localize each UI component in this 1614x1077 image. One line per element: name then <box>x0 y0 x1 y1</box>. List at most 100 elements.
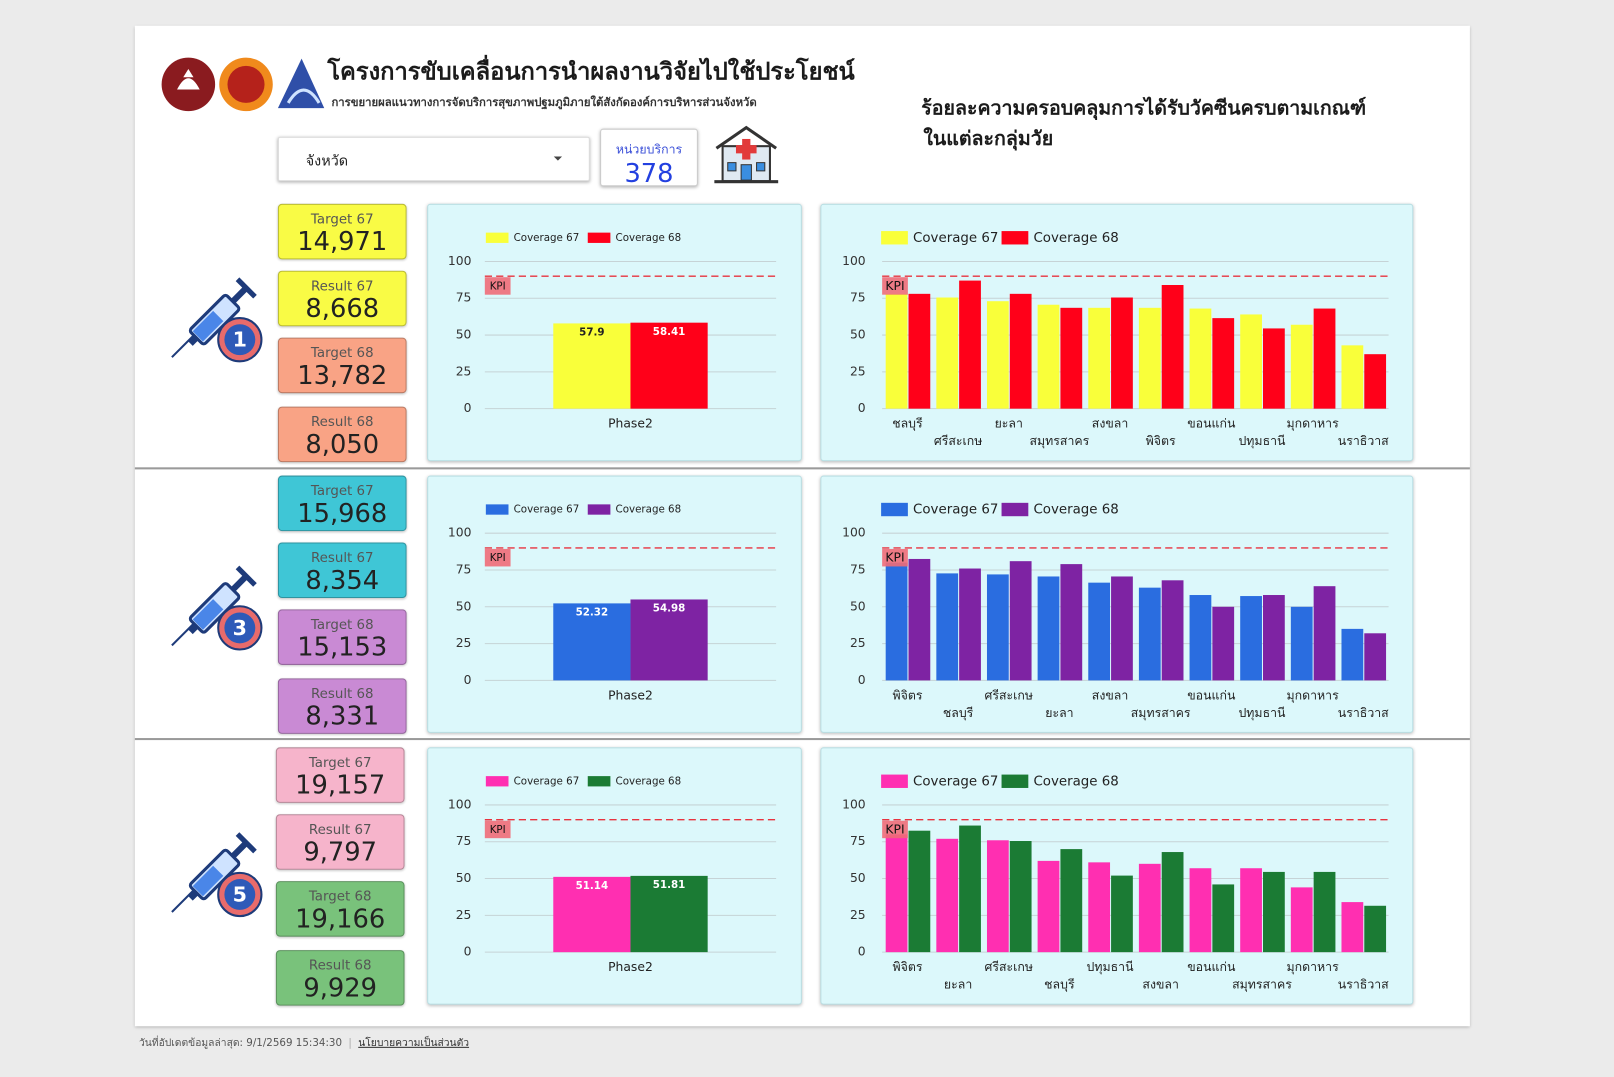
bar <box>1009 841 1032 953</box>
privacy-link[interactable]: นโยบายความเป็นส่วนตัว <box>358 1037 470 1049</box>
legend-swatch <box>587 504 611 515</box>
card-label: Target 68 <box>310 345 374 362</box>
bar <box>1037 860 1060 953</box>
y-tick-label: 25 <box>850 908 866 922</box>
x-tick-label: พิจิตร <box>1146 434 1176 448</box>
bar <box>1189 868 1212 953</box>
chart-panel: 0 25 50 75 100 Phase2 51.14 51.81 Coverage 67 Cov… <box>427 747 802 1005</box>
legend-swatch <box>881 231 908 245</box>
chart: 0 25 50 75 100 Phase2 52.32 54.98 Coverage 67 Cov… <box>448 504 777 702</box>
bar <box>936 838 959 953</box>
data-label: 52.32 <box>576 607 609 619</box>
dose-number: 5 <box>233 883 247 907</box>
kpi-card: Result 68 9,929 <box>275 950 405 1006</box>
bar <box>1212 884 1235 953</box>
kpi-badge <box>484 548 511 567</box>
x-tick-label: ศรีสะเกษ <box>985 688 1033 702</box>
card-value: 9,929 <box>303 972 378 1003</box>
legend-swatch <box>1001 774 1029 788</box>
card-label: Result 68 <box>310 686 374 703</box>
y-tick-label: 50 <box>850 599 866 613</box>
bar <box>1161 580 1184 681</box>
x-tick-label: สงขลา <box>1142 978 1179 992</box>
kpi-label: KPI <box>490 280 506 292</box>
card-value: 15,153 <box>297 632 388 662</box>
kpi-card: Target 67 15,968 <box>277 475 407 532</box>
data-label: 51.14 <box>576 880 609 892</box>
card-value: 19,157 <box>295 769 386 800</box>
y-tick-label: 0 <box>858 945 866 959</box>
card-label: Target 68 <box>310 617 374 634</box>
kpi-card: Result 68 8,331 <box>277 678 407 734</box>
bar <box>1060 307 1083 409</box>
x-tick-label: ชลบุรี <box>1044 978 1075 993</box>
y-tick-label: 50 <box>456 599 472 613</box>
legend-swatch <box>881 502 908 517</box>
section-divider <box>134 467 1470 470</box>
card-label: Result 68 <box>310 414 374 431</box>
y-tick-label: 100 <box>448 526 472 540</box>
bar <box>1364 633 1387 681</box>
y-tick-label: 50 <box>850 871 866 885</box>
bar <box>1060 849 1083 953</box>
kpi-card: Result 67 8,354 <box>277 542 407 599</box>
service-units-label: หน่วยบริการ <box>615 142 683 157</box>
bar <box>1313 871 1336 953</box>
logos <box>161 57 325 112</box>
dropdown-arrow <box>553 156 563 161</box>
bar <box>959 280 981 409</box>
legend-swatch <box>485 504 509 515</box>
kpi-card: Target 67 14,971 <box>277 203 407 260</box>
header-subtitle: การขยายผลแนวทางการจัดบริการสุขภาพปฐมภูมิ… <box>331 95 757 110</box>
x-tick-label: มุกดาหาร <box>1286 960 1339 975</box>
chart-panel: 0 25 50 75 100 พิจิตร ชลบุรี ศรีสะเกษ ยะลา สงขลาส… <box>820 475 1414 733</box>
report-title: ร้อยละความครอบคลุมการได้รับวัคซีนครบตามเ… <box>921 96 1367 120</box>
y-tick-label: 75 <box>456 834 472 848</box>
bar <box>908 558 931 681</box>
x-tick-label: ศรีสะเกษ <box>934 434 982 448</box>
chart-panel: 0 25 50 75 100 ชลบุรี ศรีสะเกษ ยะลา สมุทรสาคร สงข… <box>820 203 1414 462</box>
bar <box>630 322 708 409</box>
kpi-label: KPI <box>490 552 506 564</box>
kpi-card: Target 68 13,782 <box>277 337 407 394</box>
x-tick-label: สมุทรสาคร <box>1029 434 1089 449</box>
x-tick-label: ขอนแก่น <box>1187 960 1236 974</box>
bar <box>1138 863 1161 953</box>
y-tick-label: 75 <box>850 834 866 848</box>
icon-defs <box>0 0 1 1</box>
x-tick-label: ยะลา <box>1045 706 1073 720</box>
province-filter[interactable]: จังหวัด <box>277 136 590 182</box>
kpi-badge <box>882 820 908 839</box>
y-tick-label: 100 <box>842 797 866 811</box>
y-tick-label: 50 <box>850 328 866 342</box>
y-tick-label: 0 <box>464 945 472 959</box>
bar <box>959 568 981 681</box>
x-tick-label: Phase2 <box>608 688 653 702</box>
data-label: 51.81 <box>653 879 686 891</box>
bar <box>1290 887 1313 953</box>
card-value: 8,354 <box>305 565 380 595</box>
kpi-card: Result 67 9,797 <box>275 814 405 870</box>
bar <box>1111 875 1133 953</box>
x-tick-label: ขอนแก่น <box>1187 688 1236 702</box>
x-tick-label: ปทุมธานี <box>1238 706 1286 721</box>
footer-separator: | <box>348 1037 352 1049</box>
bar <box>959 825 981 953</box>
x-tick-label: ชลบุรี <box>892 417 923 432</box>
report-title: ในแต่ละกลุ่มวัย <box>923 127 1054 151</box>
legend-label: Coverage 67 <box>514 504 580 516</box>
bar <box>1263 871 1285 953</box>
bar <box>630 875 708 953</box>
y-tick-label: 25 <box>456 636 472 650</box>
bar <box>1240 314 1262 409</box>
bar <box>553 323 631 409</box>
bar <box>885 293 908 409</box>
bar <box>1341 628 1364 681</box>
x-tick-label: สงขลา <box>1092 688 1129 702</box>
card-label: Target 67 <box>310 483 374 500</box>
bar <box>1161 852 1184 953</box>
bar <box>1290 606 1313 681</box>
